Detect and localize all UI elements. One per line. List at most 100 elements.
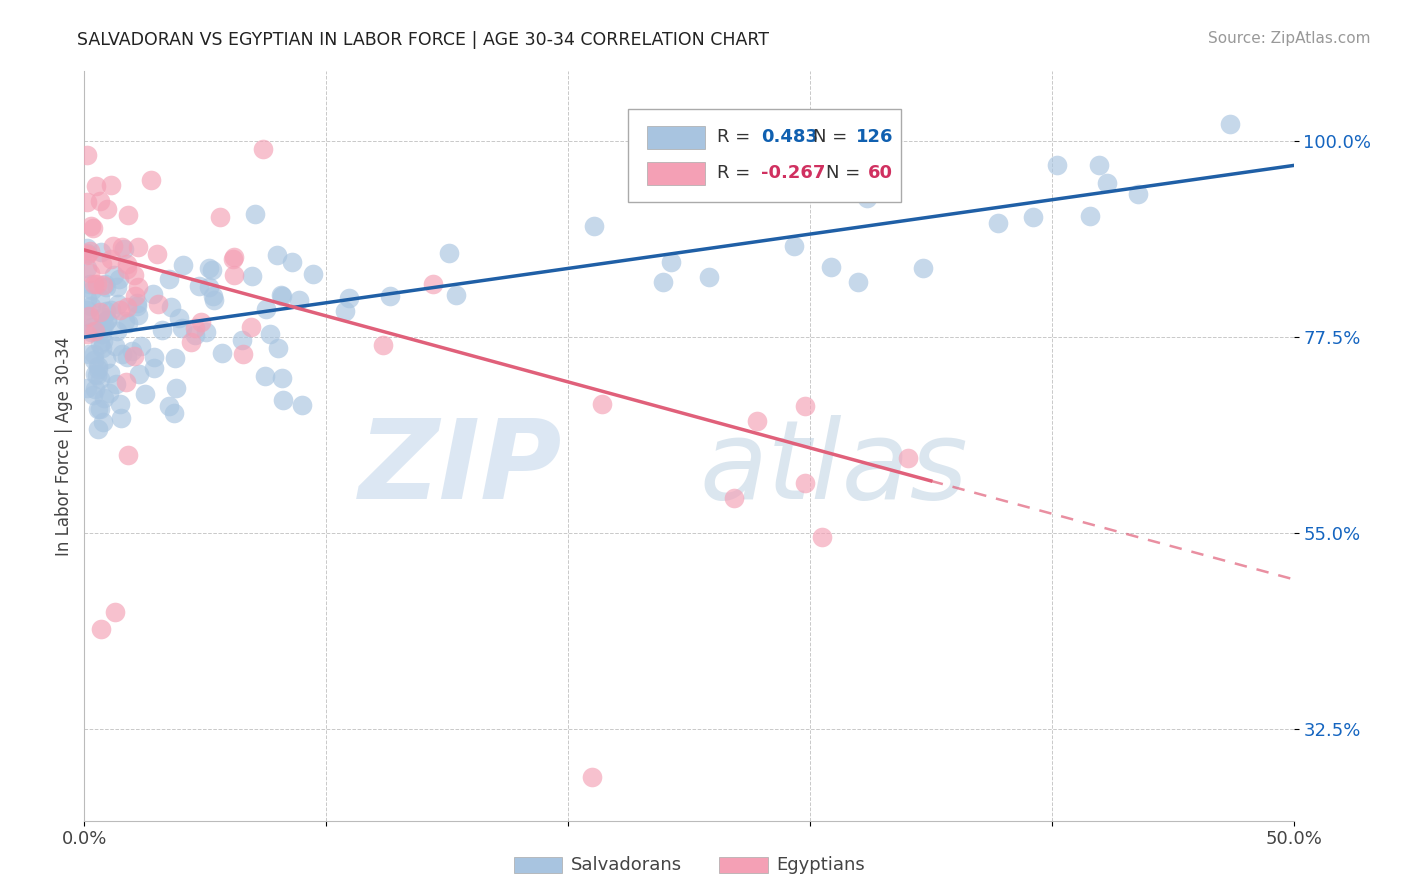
Point	[76, 261, 98, 276]
Point	[76, 246, 98, 260]
Text: ZIP: ZIP	[359, 415, 562, 522]
Point	[89, 402, 111, 417]
Point	[91, 334, 114, 348]
Point	[98, 386, 121, 401]
Point	[117, 316, 139, 330]
Point	[160, 301, 183, 315]
Point	[94, 351, 117, 366]
Point	[157, 399, 180, 413]
Point	[115, 262, 138, 277]
Text: Egyptians: Egyptians	[776, 855, 865, 874]
FancyBboxPatch shape	[628, 109, 901, 202]
Point	[110, 302, 132, 317]
Point	[80, 325, 103, 339]
Point	[659, 255, 682, 269]
Text: N =: N =	[825, 164, 866, 182]
Point	[198, 260, 221, 275]
Point	[105, 324, 128, 338]
Point	[76, 247, 98, 261]
Point	[253, 368, 276, 383]
Point	[83, 347, 105, 361]
Point	[86, 362, 108, 376]
Point	[810, 530, 832, 544]
Point	[127, 299, 149, 313]
Point	[83, 353, 105, 368]
Point	[291, 398, 314, 412]
Point	[94, 304, 117, 318]
Point	[89, 292, 111, 306]
Point	[93, 392, 115, 406]
Point	[76, 241, 98, 255]
Point	[266, 248, 288, 262]
Text: Source: ZipAtlas.com: Source: ZipAtlas.com	[1208, 31, 1371, 46]
Point	[267, 341, 290, 355]
Text: -0.267: -0.267	[762, 164, 825, 182]
Point	[651, 276, 673, 290]
Point	[581, 770, 603, 784]
Point	[201, 263, 224, 277]
Point	[80, 299, 103, 313]
Point	[582, 219, 605, 233]
Point	[240, 268, 263, 283]
Point	[114, 314, 136, 328]
Point	[82, 388, 104, 402]
Point	[100, 252, 122, 266]
Point	[437, 245, 460, 260]
Point	[1219, 117, 1241, 131]
Point	[422, 277, 444, 291]
Point	[143, 350, 166, 364]
Point	[83, 324, 105, 338]
Point	[1088, 158, 1111, 172]
FancyBboxPatch shape	[720, 856, 768, 873]
Point	[820, 260, 842, 274]
Point	[107, 297, 129, 311]
Point	[93, 277, 115, 291]
Point	[1022, 210, 1045, 224]
Point	[112, 243, 135, 257]
Point	[115, 350, 138, 364]
Point	[987, 216, 1010, 230]
Point	[208, 210, 231, 224]
Point	[76, 310, 98, 324]
Point	[82, 319, 104, 334]
Text: atlas: atlas	[700, 415, 969, 522]
Point	[163, 351, 186, 365]
Point	[165, 381, 187, 395]
Point	[100, 366, 122, 380]
Point	[172, 258, 194, 272]
Point	[76, 248, 98, 262]
Point	[232, 347, 254, 361]
Point	[80, 283, 103, 297]
Point	[79, 266, 101, 280]
Point	[96, 312, 118, 326]
Point	[110, 397, 132, 411]
Point	[339, 292, 361, 306]
Point	[167, 311, 190, 326]
Point	[111, 347, 134, 361]
Point	[108, 272, 131, 286]
Point	[86, 277, 108, 291]
Point	[87, 401, 110, 416]
Point	[127, 280, 149, 294]
Text: 0.483: 0.483	[762, 128, 818, 146]
Text: 60: 60	[868, 164, 893, 182]
Y-axis label: In Labor Force | Age 30-34: In Labor Force | Age 30-34	[55, 336, 73, 556]
Point	[591, 397, 613, 411]
Point	[87, 359, 110, 374]
Point	[148, 297, 170, 311]
Point	[122, 349, 145, 363]
Text: N =: N =	[814, 128, 853, 146]
Point	[103, 239, 125, 253]
Point	[110, 410, 132, 425]
Point	[90, 321, 112, 335]
Point	[187, 278, 209, 293]
Point	[89, 337, 111, 351]
Point	[794, 399, 817, 413]
FancyBboxPatch shape	[647, 126, 704, 149]
Point	[222, 268, 245, 282]
Point	[94, 280, 117, 294]
Point	[846, 275, 869, 289]
Point	[84, 382, 107, 396]
Point	[211, 346, 233, 360]
Point	[104, 339, 127, 353]
